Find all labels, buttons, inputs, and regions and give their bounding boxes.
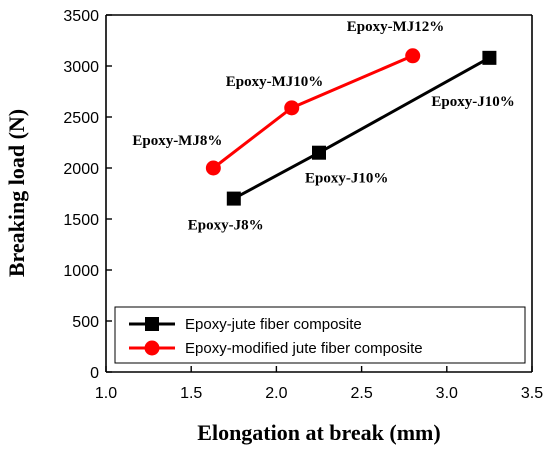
data-point-label: Epoxy-J8% bbox=[188, 218, 264, 234]
y-tick-label: 1500 bbox=[63, 212, 99, 229]
data-point-square bbox=[226, 191, 241, 206]
legend-marker-square bbox=[145, 317, 159, 331]
x-tick-label: 1.5 bbox=[180, 385, 202, 402]
data-point-square bbox=[482, 50, 497, 65]
axis-ticks: 1.0 1.5 2.0 2.5 3.0 3.5 0 500 1000 1500 2000 2500 30… bbox=[63, 8, 543, 402]
data-point-square bbox=[312, 145, 326, 160]
y-tick-label: 2500 bbox=[63, 110, 99, 127]
y-axis-title: Breaking load (N) bbox=[4, 109, 29, 277]
legend-label: Epoxy-jute fiber composite bbox=[185, 316, 362, 333]
data-point-circle bbox=[205, 160, 221, 176]
data-point-circle bbox=[405, 48, 421, 64]
y-tick-label: 0 bbox=[90, 365, 99, 382]
y-tick-label: 3000 bbox=[63, 59, 99, 76]
legend-marker-circle bbox=[144, 340, 160, 356]
series-layer bbox=[205, 48, 497, 206]
y-tick-label: 500 bbox=[72, 314, 99, 331]
data-labels: Epoxy-J8% Epoxy-J10% Epoxy-J10% Epoxy-MJ8% E… bbox=[132, 19, 514, 234]
legend-box bbox=[114, 306, 526, 364]
x-tick-label: 2.0 bbox=[265, 385, 287, 402]
x-tick-label: 1.0 bbox=[95, 385, 117, 402]
x-tick-label: 2.5 bbox=[350, 385, 372, 402]
data-point-label: Epoxy-MJ8% bbox=[132, 133, 222, 149]
data-point-circle bbox=[284, 100, 300, 116]
x-axis-title: Elongation at break (mm) bbox=[197, 420, 440, 445]
data-point-label: Epoxy-MJ10% bbox=[226, 74, 324, 90]
x-tick-label: 3.5 bbox=[521, 385, 543, 402]
y-tick-label: 3500 bbox=[63, 8, 99, 25]
data-point-label: Epoxy-MJ12% bbox=[347, 19, 445, 35]
legend-items: Epoxy-jute fiber composite Epoxy-modified… bbox=[129, 316, 423, 357]
x-tick-label: 3.0 bbox=[436, 385, 458, 402]
legend: Epoxy-jute fiber composite Epoxy-modified… bbox=[114, 306, 526, 364]
y-tick-label: 2000 bbox=[63, 161, 99, 178]
y-tick-label: 1000 bbox=[63, 263, 99, 280]
data-point-label: Epoxy-J10% bbox=[305, 171, 388, 187]
plot-area bbox=[105, 14, 533, 373]
data-point-label: Epoxy-J10% bbox=[431, 94, 514, 110]
legend-label: Epoxy-modified jute fiber composite bbox=[185, 340, 423, 357]
